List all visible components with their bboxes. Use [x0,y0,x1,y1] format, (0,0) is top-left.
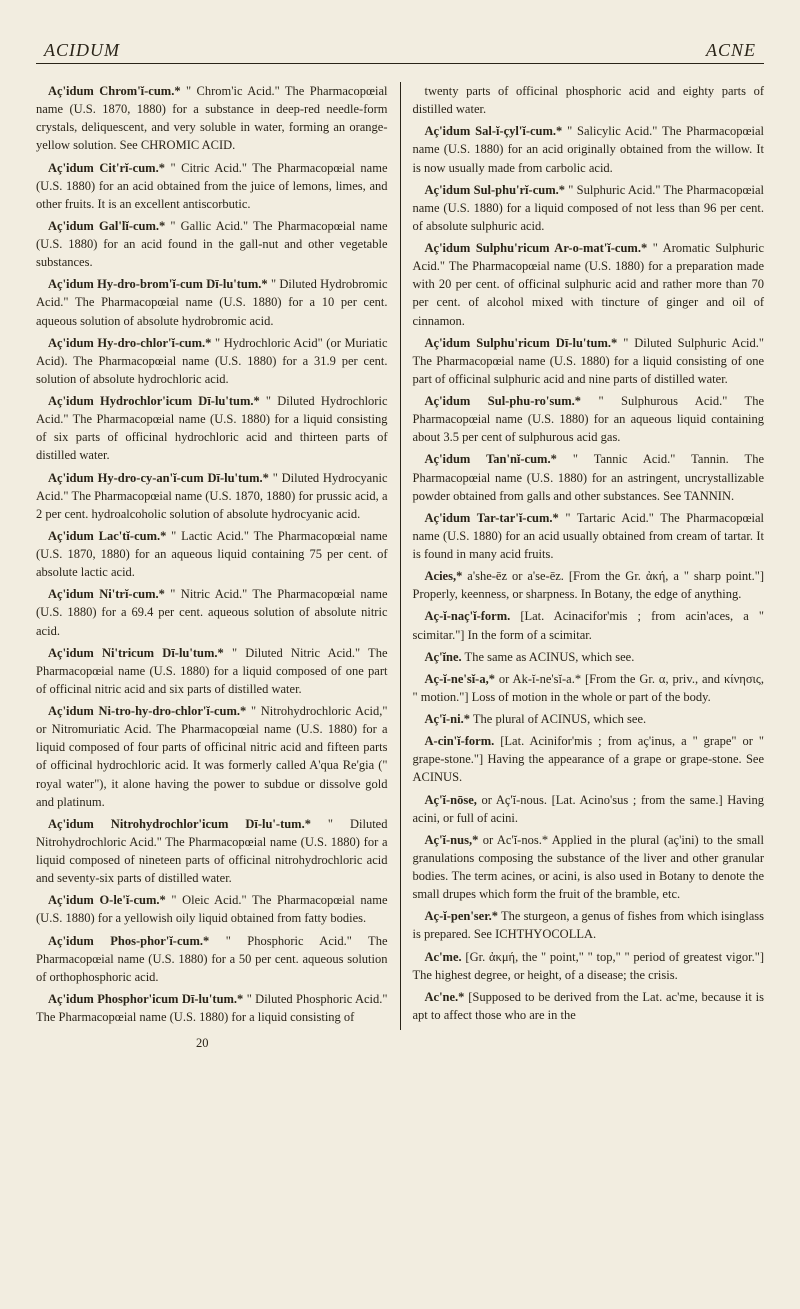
entry-body: The plural of ACINUS, which see. [470,712,646,726]
entry-term: Aç-ĭ-naç'ĭ-form. [425,609,511,623]
entry-term: Aç'idum Hy-dro-cy-an'ĭ-cum Dī-lu'tum.* [48,471,269,485]
dictionary-entry: Aç'idum Sul-phu'rĭ-cum.* " Sulphuric Aci… [413,181,765,235]
dictionary-entry: Aç'idum Nitrohydrochlor'icum Dī-lu'-tum.… [36,815,388,888]
entry-term: Aç-ĭ-pen'ser.* [425,909,499,923]
left-column: Aç'idum Chrom'ĭ-cum.* " Chrom'ic Acid." … [36,82,401,1030]
dictionary-entry: Aç'idum Tan'nĭ-cum.* " Tannic Acid." Tan… [413,450,765,504]
entry-term: Aç'idum Chrom'ĭ-cum.* [48,84,181,98]
entry-term: Acies,* [425,569,463,583]
entry-term: Ac'me. [425,950,462,964]
entry-term: Aç'idum Sulphu'ricum Ar-o-mat'ĭ-cum.* [425,241,648,255]
dictionary-entry: Aç'idum Tar-tar'ĭ-cum.* " Tartaric Acid.… [413,509,765,563]
entry-term: Aç'idum Phos-phor'ĭ-cum.* [48,934,209,948]
entry-term: Aç'idum Hy-dro-brom'ĭ-cum Dī-lu'tum.* [48,277,268,291]
dictionary-entry: Aç'idum Cit'rĭ-cum.* " Citric Acid." The… [36,159,388,213]
dictionary-entry: Aç'idum Hy-dro-brom'ĭ-cum Dī-lu'tum.* " … [36,275,388,329]
entry-term: Aç'idum Cit'rĭ-cum.* [48,161,165,175]
entry-term: Aç'idum Lac'tĭ-cum.* [48,529,166,543]
dictionary-entry: Aç'idum O-le'ĭ-cum.* " Oleic Acid." The … [36,891,388,927]
two-column-body: Aç'idum Chrom'ĭ-cum.* " Chrom'ic Acid." … [36,82,764,1030]
entry-term: A-cin'ĭ-form. [425,734,495,748]
dictionary-entry: Aç'idum Phos-phor'ĭ-cum.* " Phosphoric A… [36,932,388,986]
dictionary-entry: Acies,* a'she-ēz or a'se-ēz. [From the G… [413,567,765,603]
dictionary-entry: Aç'ĭ-ni.* The plural of ACINUS, which se… [413,710,765,728]
dictionary-entry: Aç'idum Phosphor'icum Dī-lu'tum.* " Dilu… [36,990,388,1026]
dictionary-entry: Aç'idum Sulphu'ricum Ar-o-mat'ĭ-cum.* " … [413,239,765,330]
dictionary-entry: Aç'ĭne. The same as ACINUS, which see. [413,648,765,666]
header-left: ACIDUM [36,40,128,61]
entry-term: Aç'idum O-le'ĭ-cum.* [48,893,166,907]
entry-term: Aç'idum Tan'nĭ-cum.* [425,452,557,466]
header-right: ACNE [698,40,764,61]
entry-body: The same as ACINUS, which see. [462,650,635,664]
entry-body: [Gr. ἀκμή, the " point," " top," " perio… [413,950,765,982]
entry-term: Aç'idum Hydrochlor'icum Dī-lu'tum.* [48,394,260,408]
entry-body: [Supposed to be derived from the Lat. ac… [413,990,765,1022]
entry-body: a'she-ēz or a'se-ēz. [From the Gr. ἀκή, … [413,569,765,601]
dictionary-entry: Aç'idum Hy-dro-chlor'ĭ-cum.* " Hydrochlo… [36,334,388,388]
dictionary-entry: Aç-ĭ-naç'ĭ-form. [Lat. Acinacifor'mis ; … [413,607,765,643]
dictionary-entry: Aç-ĭ-ne'sĭ-a,* or Ak-ĭ-ne'sĭ-a.* [From t… [413,670,765,706]
entry-term: Aç'ĭ-nōse, [425,793,477,807]
dictionary-entry: Ac'ne.* [Supposed to be derived from the… [413,988,765,1024]
dictionary-entry: twenty parts of officinal phosphoric aci… [413,82,765,118]
dictionary-entry: Aç'idum Chrom'ĭ-cum.* " Chrom'ic Acid." … [36,82,388,155]
dictionary-entry: Aç'idum Sul-phu-ro'sum.* " Sulphurous Ac… [413,392,765,446]
dictionary-entry: Aç'idum Lac'tĭ-cum.* " Lactic Acid." The… [36,527,388,581]
running-header: ACIDUM ACNE [36,40,764,64]
dictionary-entry: Aç'idum Ni-tro-hy-dro-chlor'ĭ-cum.* " Ni… [36,702,388,811]
entry-term: Aç-ĭ-ne'sĭ-a,* [425,672,495,686]
entry-term: Aç'idum Nitrohydrochlor'icum Dī-lu'-tum.… [48,817,311,831]
dictionary-entry: Aç'ĭ-nus,* or Ac'ĭ-nos.* Applied in the … [413,831,765,904]
entry-term: Aç'ĭ-ni.* [425,712,470,726]
entry-term: Aç'ĭne. [425,650,462,664]
dictionary-entry: Aç'idum Hydrochlor'icum Dī-lu'tum.* " Di… [36,392,388,465]
page-number: 20 [196,1036,764,1051]
entry-term: Aç'idum Phosphor'icum Dī-lu'tum.* [48,992,243,1006]
dictionary-entry: A-cin'ĭ-form. [Lat. Acinifor'mis ; from … [413,732,765,786]
entry-term: Aç'idum Sal-ĭ-çyl'ĭ-cum.* [425,124,563,138]
dictionary-entry: Aç'idum Hy-dro-cy-an'ĭ-cum Dī-lu'tum.* "… [36,469,388,523]
dictionary-entry: Aç'idum Sulphu'ricum Dī-lu'tum.* " Dilut… [413,334,765,388]
entry-body: twenty parts of officinal phosphoric aci… [413,84,765,116]
dictionary-entry: Aç-ĭ-pen'ser.* The sturgeon, a genus of … [413,907,765,943]
entry-term: Aç'idum Ni'tricum Dī-lu'tum.* [48,646,224,660]
dictionary-entry: Aç'idum Ni'tricum Dī-lu'tum.* " Diluted … [36,644,388,698]
dictionary-entry: Aç'idum Sal-ĭ-çyl'ĭ-cum.* " Salicylic Ac… [413,122,765,176]
entry-term: Aç'idum Hy-dro-chlor'ĭ-cum.* [48,336,211,350]
entry-term: Aç'idum Gal'lĭ-cum.* [48,219,165,233]
entry-term: Aç'idum Sul-phu-ro'sum.* [425,394,582,408]
dictionary-entry: Aç'ĭ-nōse, or Aç'ĭ-nous. [Lat. Acino'sus… [413,791,765,827]
entry-body: " Nitrohydrochloric Acid," or Nitromuria… [36,704,388,809]
dictionary-entry: Aç'idum Ni'trĭ-cum.* " Nitric Acid." The… [36,585,388,639]
entry-term: Aç'ĭ-nus,* [425,833,479,847]
page: ACIDUM ACNE Aç'idum Chrom'ĭ-cum.* " Chro… [0,0,800,1081]
entry-term: Aç'idum Ni-tro-hy-dro-chlor'ĭ-cum.* [48,704,246,718]
entry-term: Aç'idum Tar-tar'ĭ-cum.* [425,511,559,525]
right-column: twenty parts of officinal phosphoric aci… [401,82,765,1030]
entry-term: Aç'idum Sulphu'ricum Dī-lu'tum.* [425,336,618,350]
dictionary-entry: Aç'idum Gal'lĭ-cum.* " Gallic Acid." The… [36,217,388,271]
entry-term: Ac'ne.* [425,990,465,1004]
entry-term: Aç'idum Ni'trĭ-cum.* [48,587,165,601]
entry-term: Aç'idum Sul-phu'rĭ-cum.* [425,183,565,197]
dictionary-entry: Ac'me. [Gr. ἀκμή, the " point," " top," … [413,948,765,984]
